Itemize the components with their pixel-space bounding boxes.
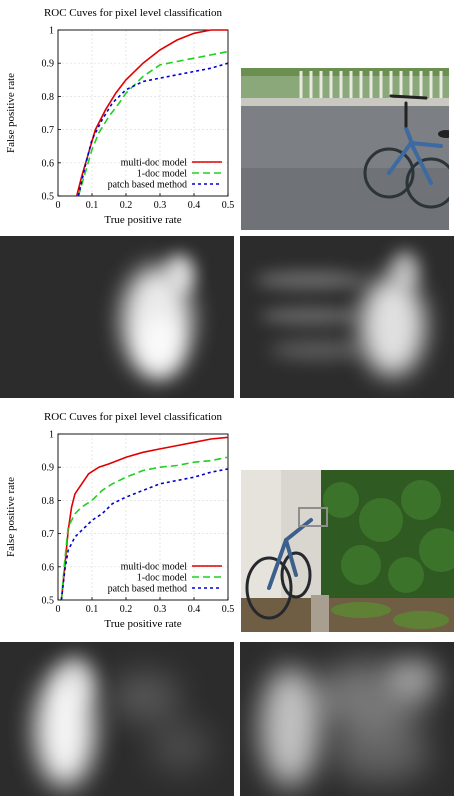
legend-label-3: patch based method (108, 180, 187, 191)
x-tick-label: 0.4 (188, 604, 201, 615)
legend-label-1: multi-doc model (121, 562, 188, 573)
y-tick-label: 0.5 (42, 192, 55, 203)
y-tick-label: 0.6 (42, 562, 55, 573)
x-tick-label: 0 (56, 604, 61, 615)
y-tick-label: 0.6 (42, 158, 55, 169)
x-tick-label: 0.5 (222, 604, 235, 615)
x-tick-label: 0.2 (120, 604, 133, 615)
y-tick-label: 0.7 (42, 125, 55, 136)
y-tick-label: 0.7 (42, 529, 55, 540)
x-tick-label: 0.1 (86, 604, 99, 615)
heatmap-1 (0, 236, 234, 398)
roc-chart-top-svg: ROC Cuves for pixel level classification… (5, 7, 235, 226)
roc-chart-bottom: ROC Cuves for pixel level classification… (0, 404, 240, 638)
heatmap-3 (0, 642, 234, 796)
x-tick-label: 0.2 (120, 200, 133, 211)
roc-chart-bottom-svg: ROC Cuves for pixel level classification… (5, 411, 235, 630)
legend-label-3: patch based method (108, 584, 187, 595)
bicycle-on-road-illustration (241, 68, 449, 230)
bicycle-by-hedge-illustration (241, 470, 454, 632)
y-tick-label: 0.9 (42, 59, 55, 70)
series-line-1 (60, 436, 229, 601)
x-tick-label: 0.3 (154, 200, 167, 211)
series-line-2 (77, 50, 229, 197)
legend-label-1: multi-doc model (121, 158, 188, 169)
x-tick-label: 0.1 (86, 200, 99, 211)
bicycle-by-hedge-photo (241, 470, 454, 632)
heatmap-2 (240, 236, 454, 398)
y-tick-label: 1 (49, 430, 54, 441)
y-tick-label: 0.5 (42, 596, 55, 607)
y-axis-label: False positive rate (5, 73, 17, 153)
y-tick-label: 0.8 (42, 92, 55, 103)
y-tick-label: 1 (49, 26, 54, 37)
y-tick-label: 0.8 (42, 496, 55, 507)
legend-label-2: 1-doc model (137, 573, 187, 584)
chart-title: ROC Cuves for pixel level classification (44, 411, 223, 423)
x-tick-label: 0 (56, 200, 61, 211)
x-tick-label: 0.4 (188, 200, 201, 211)
roc-chart-top: ROC Cuves for pixel level classification… (0, 0, 240, 234)
plot-frame (57, 433, 229, 601)
series-line-2 (60, 456, 229, 601)
plot-frame (57, 29, 229, 197)
y-tick-label: 0.9 (42, 463, 55, 474)
x-axis-label: True positive rate (104, 618, 181, 630)
legend-label-2: 1-doc model (137, 169, 187, 180)
y-axis-label: False positive rate (5, 477, 17, 557)
heatmap-4 (240, 642, 454, 796)
bicycle-on-road-photo (241, 68, 449, 230)
x-tick-label: 0.3 (154, 604, 167, 615)
series-line-3 (60, 468, 229, 601)
chart-title: ROC Cuves for pixel level classification (44, 7, 223, 19)
series-line-3 (77, 62, 229, 197)
x-tick-label: 0.5 (222, 200, 235, 211)
x-axis-label: True positive rate (104, 214, 181, 226)
